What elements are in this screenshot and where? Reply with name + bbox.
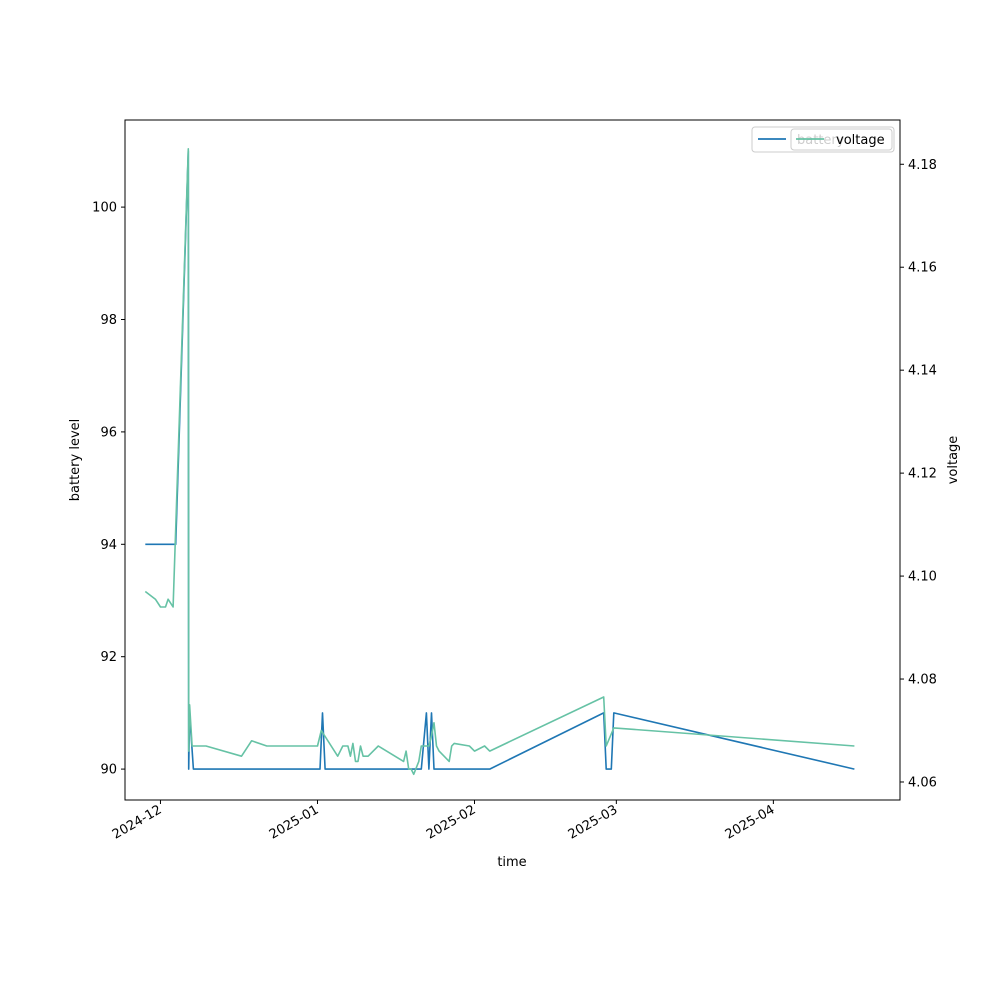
legend: battery voltage — [751, 126, 895, 153]
x-tick-label: 2025-02 — [424, 802, 479, 842]
y-axis-right-label: voltage — [946, 436, 961, 485]
y-right-tick-label: 4.16 — [908, 261, 937, 276]
series-line-voltage — [144, 148, 855, 776]
y-tick-label: 96 — [100, 425, 117, 440]
y-right-tick-label: 4.06 — [908, 775, 937, 790]
x-axis: 2024-12 2025-01 2025-02 2025-03 2025-04 — [110, 800, 777, 843]
y-axis-right: 4.06 4.08 4.10 4.12 4.14 4.16 4.18 — [900, 158, 937, 790]
legend-frame-voltage — [790, 128, 893, 151]
x-tick-label: 2025-03 — [566, 802, 621, 842]
plot-lines — [144, 148, 855, 776]
y-right-tick-label: 4.10 — [908, 570, 937, 585]
legend-label-voltage: voltage — [836, 133, 885, 148]
x-tick-label: 2025-04 — [723, 802, 778, 842]
y-right-tick-label: 4.14 — [908, 364, 937, 379]
plot-frame — [124, 119, 901, 801]
y-tick-label: 90 — [100, 763, 117, 778]
y-axis-left: 90 92 94 96 98 100 — [92, 201, 125, 778]
y-tick-label: 94 — [100, 538, 117, 553]
y-tick-label: 92 — [100, 650, 117, 665]
x-tick-label: 2025-01 — [267, 802, 322, 842]
y-tick-label: 100 — [92, 201, 117, 216]
y-tick-label: 98 — [100, 313, 117, 328]
y-right-tick-label: 4.18 — [908, 158, 937, 173]
x-tick-label: 2024-12 — [110, 802, 165, 842]
y-right-tick-label: 4.08 — [908, 673, 937, 688]
x-axis-label: time — [497, 855, 526, 870]
series-line-battery — [145, 150, 855, 770]
y-right-tick-label: 4.12 — [908, 467, 937, 482]
y-axis-label: battery level — [68, 419, 83, 502]
